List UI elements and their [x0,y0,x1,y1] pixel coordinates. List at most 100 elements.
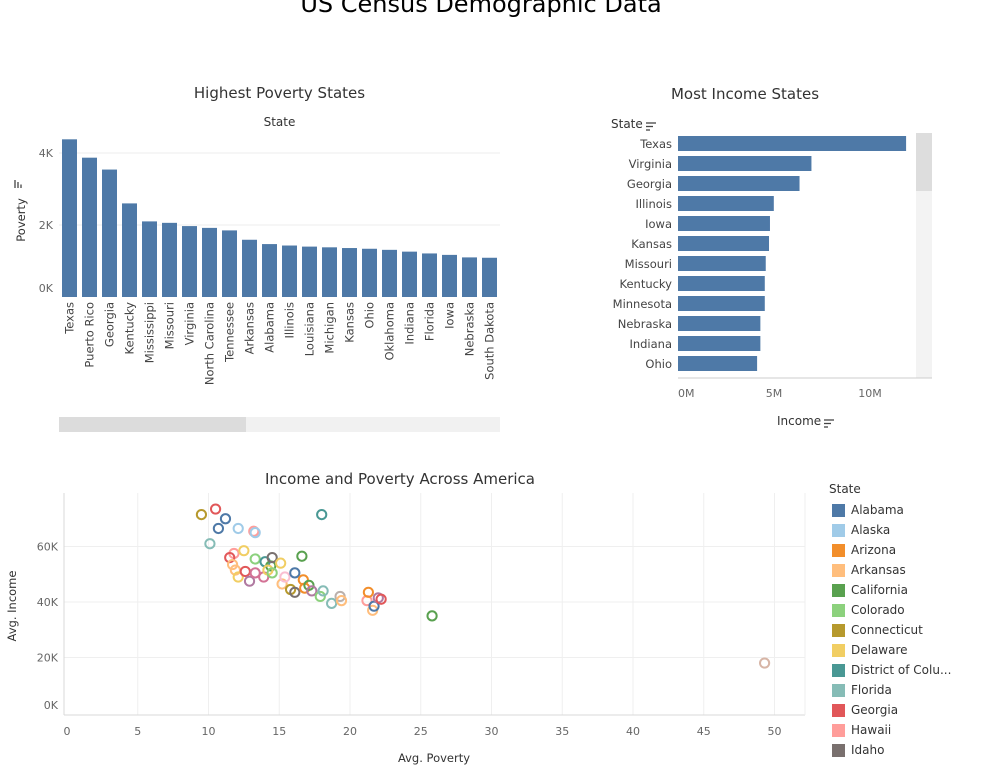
scatter-point[interactable] [758,657,771,669]
scatter-point[interactable] [265,560,277,572]
scatter-point[interactable] [228,547,240,560]
scatter-point[interactable] [362,586,374,598]
scatter-point[interactable] [259,556,271,568]
scatter-point[interactable] [276,578,288,590]
income-bar[interactable] [678,136,907,151]
scatter-point[interactable] [361,595,373,607]
poverty-bar[interactable] [322,247,337,297]
scatter-point[interactable] [239,565,251,578]
scatter-point[interactable] [195,508,208,521]
poverty-bar[interactable] [162,222,177,297]
poverty-bar[interactable] [282,245,297,297]
legend-item[interactable]: Alabama [832,500,904,520]
legend-item[interactable]: Delaware [832,640,908,660]
scatter-point[interactable] [306,585,318,597]
scatter-point[interactable] [238,545,250,557]
scatter-point[interactable] [279,571,291,583]
poverty-bar[interactable] [102,169,117,297]
legend-item[interactable]: Arizona [832,540,896,560]
poverty-bar[interactable] [262,244,277,297]
scatter-point[interactable] [224,552,236,564]
poverty-bar[interactable] [382,249,397,297]
scatter-point[interactable] [367,604,379,616]
legend-item[interactable]: Idaho [832,740,884,760]
scatter-point[interactable] [249,527,261,539]
income-bar[interactable] [678,196,774,211]
income-bar[interactable] [678,156,812,171]
scatter-point[interactable] [209,503,222,515]
scatter-point[interactable] [314,590,326,603]
poverty-bar[interactable] [402,251,417,297]
income-bar[interactable] [678,176,800,191]
scatter-point[interactable] [226,558,239,571]
scatter-point[interactable] [262,564,274,576]
poverty-bar[interactable] [82,157,97,297]
poverty-bar[interactable] [222,230,237,297]
scatter-point[interactable] [266,567,278,579]
poverty-bar[interactable] [462,257,477,297]
income-bar[interactable] [678,356,758,371]
scatter-point[interactable] [375,593,387,605]
income-bar[interactable] [678,276,765,291]
legend-item[interactable]: Georgia [832,700,898,720]
scatter-point[interactable] [204,538,216,550]
income-scrollbar-track[interactable] [916,133,932,378]
legend-item[interactable]: Arkansas [832,560,906,580]
income-bar[interactable] [678,216,770,231]
poverty-bar[interactable] [202,227,217,297]
poverty-bar[interactable] [62,139,77,297]
legend-item[interactable]: California [832,580,908,600]
legend-item[interactable]: District of Colu... [832,660,951,680]
scatter-point[interactable] [426,610,438,622]
poverty-bar[interactable] [302,246,317,297]
income-bar[interactable] [678,316,761,331]
sort-icon[interactable] [645,120,657,131]
scatter-point[interactable] [275,557,287,569]
sort-icon[interactable] [824,417,835,428]
scatter-point[interactable] [232,571,244,583]
scatter-point[interactable] [316,508,328,521]
scatter-point[interactable] [249,553,261,565]
scatter-point[interactable] [303,579,315,591]
scatter-point[interactable] [326,597,338,609]
scatter-point[interactable] [243,575,256,587]
scatter-point[interactable] [296,550,308,562]
scatter-point[interactable] [284,583,297,596]
poverty-bar[interactable] [242,239,257,297]
income-bar[interactable] [678,256,766,271]
sort-icon[interactable] [14,180,22,188]
income-bar[interactable] [678,236,770,251]
scatter-point[interactable] [372,592,384,604]
scatter-point[interactable] [248,525,260,537]
poverty-scrollbar-track[interactable] [59,417,500,432]
scatter-point[interactable] [258,571,270,583]
poverty-bar[interactable] [362,248,377,297]
legend-item[interactable]: Connecticut [832,620,923,640]
legend-item[interactable]: Alaska [832,520,890,540]
scatter-point[interactable] [335,595,348,607]
legend-item[interactable]: Hawaii [832,720,891,740]
legend-item[interactable]: Colorado [832,600,905,620]
scatter-point[interactable] [219,513,232,525]
income-scrollbar-thumb[interactable] [916,133,932,191]
poverty-bar[interactable] [122,203,137,297]
legend-item[interactable]: Florida [832,680,892,700]
scatter-point[interactable] [334,590,346,603]
poverty-scrollbar-thumb[interactable] [59,417,246,432]
poverty-bar[interactable] [342,248,357,297]
scatter-point[interactable] [368,600,380,612]
scatter-point[interactable] [299,582,311,594]
poverty-bar[interactable] [422,253,437,297]
scatter-point[interactable] [289,567,301,579]
scatter-point[interactable] [232,522,244,535]
poverty-bar[interactable] [482,257,497,297]
scatter-point[interactable] [289,586,301,598]
scatter-point[interactable] [229,564,241,576]
poverty-bar[interactable] [142,221,157,297]
scatter-point[interactable] [249,567,261,579]
scatter-point[interactable] [297,574,309,586]
poverty-bar[interactable] [442,254,457,297]
scatter-point[interactable] [212,522,225,535]
income-bar[interactable] [678,296,765,311]
scatter-point[interactable] [317,585,329,597]
